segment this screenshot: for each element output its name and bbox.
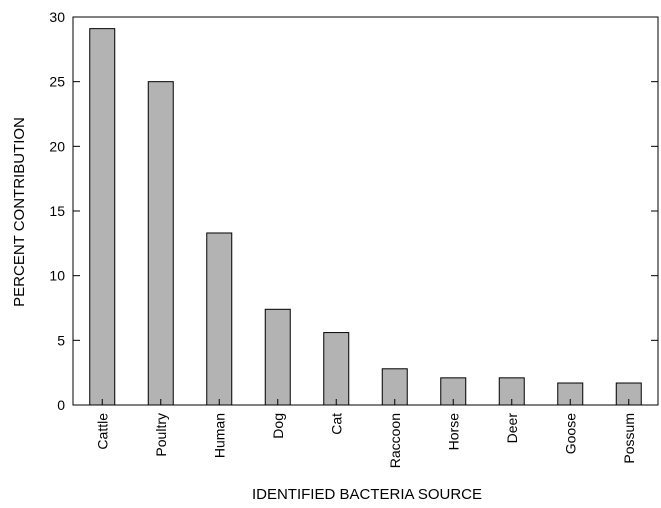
y-tick-label: 25: [49, 74, 65, 90]
bar-cattle: [89, 28, 116, 406]
y-tick-label: 5: [57, 332, 65, 348]
bars: [89, 28, 642, 406]
y-tick-label: 10: [49, 268, 65, 284]
y-tick-label: 0: [57, 397, 65, 413]
bar-human: [206, 232, 233, 406]
y-axis-ticks: 0 5 10 15 20 25 30: [49, 9, 658, 413]
y-tick-label: 30: [49, 9, 65, 25]
y-tick-label: 15: [49, 203, 65, 219]
x-tick-label-human: Human: [211, 413, 227, 458]
x-tick-label-deer: Deer: [504, 413, 520, 444]
x-tick-label-horse: Horse: [445, 413, 461, 451]
x-axis-ticks: Cattle Poultry Human Dog Cat Raccoon Horse Deer…: [94, 399, 637, 468]
x-tick-label-poultry: Poultry: [153, 413, 169, 457]
bar-dog: [264, 308, 291, 406]
bar-poultry: [147, 81, 174, 406]
bar-cat: [323, 332, 350, 406]
x-axis-title: IDENTIFIED BACTERIA SOURCE: [252, 486, 482, 503]
y-tick-label: 20: [49, 138, 65, 154]
x-tick-label-goose: Goose: [562, 413, 578, 454]
x-tick-label-raccoon: Raccoon: [387, 413, 403, 468]
y-axis-title: PERCENT CONTRIBUTION: [11, 117, 28, 307]
x-tick-label-possum: Possum: [621, 413, 637, 464]
x-tick-label-dog: Dog: [270, 413, 286, 439]
x-tick-label-cattle: Cattle: [94, 413, 110, 450]
x-tick-label-cat: Cat: [328, 413, 344, 435]
